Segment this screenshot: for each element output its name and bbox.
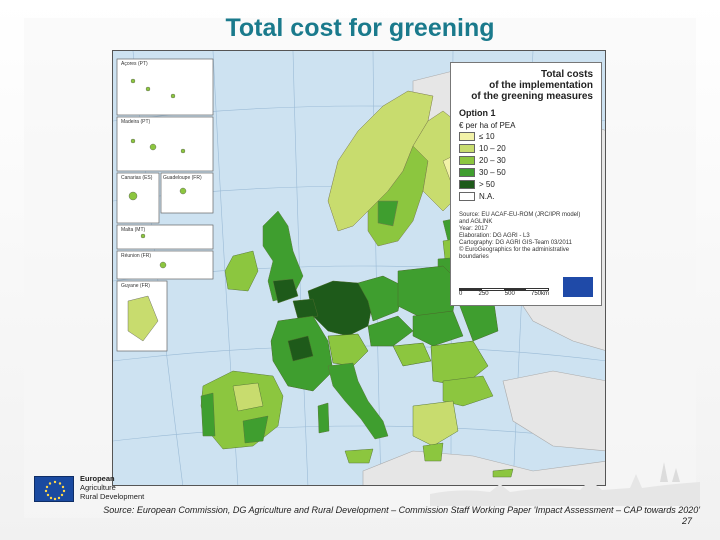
balkans: [412, 375, 514, 478]
legend-source: Source: EU ACAF-EU-ROM (JRC/IPR model) an…: [459, 212, 593, 261]
legend-item-label: 20 – 30: [479, 156, 506, 165]
legend-item: N.A.: [459, 191, 593, 202]
scale-bar: 0 250 500 750km: [459, 288, 549, 297]
scale-label: 250: [478, 291, 489, 297]
inset-label-reunion: Réunion (FR): [121, 253, 152, 259]
iberia: [200, 370, 284, 450]
central-europe: [270, 265, 499, 392]
legend-item-label: 30 – 50: [479, 168, 506, 177]
logo-line2: Agriculture: [80, 483, 116, 492]
legend-item: 20 – 30: [459, 155, 593, 166]
legend-swatch: [459, 132, 475, 141]
inset-label-malta: Malta (MT): [121, 227, 146, 233]
legend-source-line: © EuroGeographics for the administrative…: [459, 247, 570, 260]
legend-source-line: Source: EU ACAF-EU-ROM (JRC/IPR model): [459, 212, 581, 218]
inset-label-canarias: Canarias (ES): [121, 175, 153, 181]
legend-item: 30 – 50: [459, 167, 593, 178]
source-note: Source: European Commission, DG Agricult…: [103, 505, 700, 515]
legend-source-line: Elaboration: DG AGRI - L3: [459, 233, 530, 239]
legend-item: > 50: [459, 179, 593, 190]
farm-silhouette-icon: [430, 462, 700, 506]
scale-labels: 0 250 500 750km: [459, 291, 549, 297]
legend-unit: € per ha of PEA: [459, 121, 516, 130]
inset-label-guyane: Guyane (FR): [121, 283, 150, 289]
scale-bar-graphic: [459, 288, 549, 291]
inset-label-guadeloupe: Guadeloupe (FR): [163, 175, 202, 181]
inset-label-azores: Açores (PT): [121, 61, 148, 67]
legend-swatch: [459, 180, 475, 189]
map-legend: Total costs of the implementation of the…: [450, 62, 602, 306]
legend-swatch: [459, 192, 475, 201]
legend-swatch: [459, 144, 475, 153]
legend-item-label: N.A.: [479, 192, 495, 201]
eu-logo-text: European Agriculture Rural Development: [80, 474, 144, 501]
inset-islands: [127, 78, 187, 342]
legend-title-line1: Total costs: [540, 69, 593, 80]
legend-item-label: 10 – 20: [479, 144, 506, 153]
legend-title: Total costs of the implementation of the…: [459, 69, 593, 102]
legend-title-line3: of the greening measures: [471, 91, 593, 102]
legend-source-line: and AGLINK: [459, 219, 493, 225]
logo-line3: Rural Development: [80, 492, 145, 501]
eu-flag-icon: [563, 277, 593, 297]
legend-item: ≤ 10: [459, 131, 593, 142]
legend-item-label: > 50: [479, 180, 495, 189]
slide-title: Total cost for greening: [225, 14, 495, 42]
italy: [317, 362, 389, 464]
legend-title-line2: of the implementation: [489, 80, 593, 91]
eu-logo: European Agriculture Rural Development: [34, 472, 154, 502]
page-number: 27: [681, 516, 692, 526]
inset-label-madeira: Madeira (PT): [121, 119, 151, 125]
logo-line1: European: [80, 474, 115, 483]
scale-label: 0: [459, 291, 463, 297]
legend-items: ≤ 10 10 – 20 20 – 30 30 – 50 > 50 N.A.: [459, 131, 593, 202]
legend-swatch: [459, 156, 475, 165]
legend-source-line: Cartography: DG AGRI GIS-Team 03/2011: [459, 240, 572, 246]
legend-swatch: [459, 168, 475, 177]
legend-item-label: ≤ 10: [479, 132, 495, 141]
legend-source-line: Year: 2017: [459, 226, 488, 232]
scale-label: 750km: [530, 291, 549, 297]
eu-flag-logo-icon: [34, 476, 74, 502]
legend-option: Option 1: [459, 108, 496, 118]
scale-label: 500: [504, 291, 515, 297]
legend-item: 10 – 20: [459, 143, 593, 154]
british-isles: [224, 210, 304, 304]
